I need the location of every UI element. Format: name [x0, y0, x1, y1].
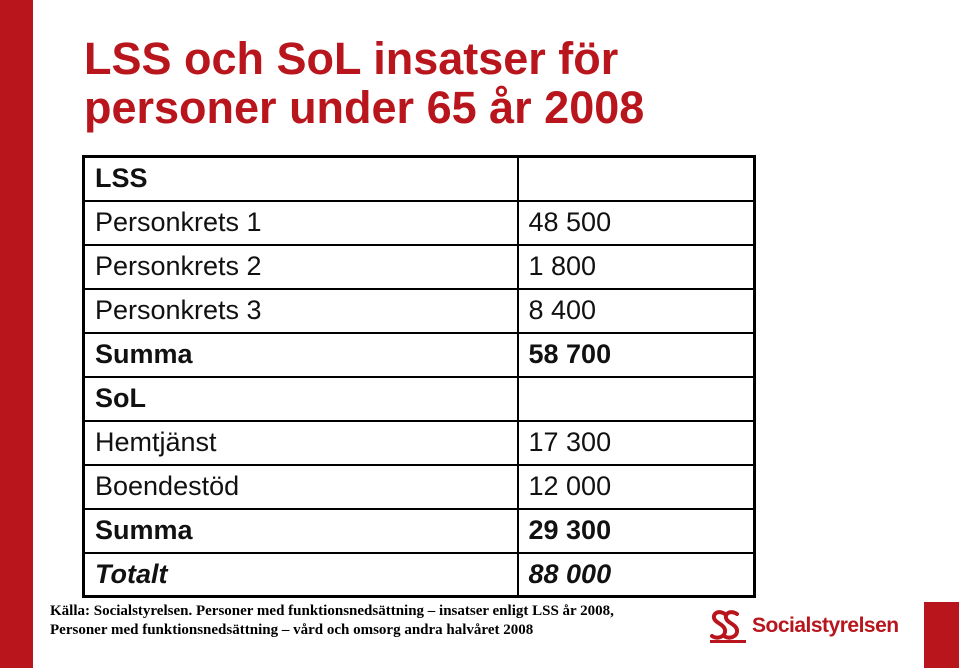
table-cell-label: Boendestöd	[83, 463, 519, 509]
table-row: Personkrets 1 48 500	[83, 199, 755, 245]
section-header-lss: LSS	[83, 156, 519, 201]
title-line-2: personer under 65 år 2008	[84, 82, 645, 133]
section-header-sol: SoL	[83, 375, 519, 421]
table-cell-label: Hemtjänst	[83, 419, 519, 465]
table-cell-label: Personkrets 2	[83, 243, 519, 289]
logo-text: Socialstyrelsen	[752, 614, 899, 637]
source-note: Källa: Socialstyrelsen. Personer med fun…	[50, 602, 710, 640]
table-cell-value: 48 500	[517, 199, 755, 245]
table-row: Summa 58 700	[83, 331, 755, 377]
socialstyrelsen-logo-icon	[710, 610, 746, 643]
table-row: Totalt 88 000	[83, 551, 755, 597]
table-cell-value: 1 800	[517, 243, 755, 289]
table-cell-label: Personkrets 3	[83, 287, 519, 333]
subtotal-value-sol: 29 300	[517, 507, 755, 553]
table-cell-value	[517, 375, 755, 421]
total-value: 88 000	[517, 551, 755, 597]
table-cell-value: 12 000	[517, 463, 755, 509]
left-accent-bar	[0, 0, 33, 668]
socialstyrelsen-logo: Socialstyrelsen	[708, 606, 908, 646]
total-label: Totalt	[83, 551, 519, 597]
page-title: LSS och SoL insatser för personer under …	[84, 34, 904, 132]
table-cell-label: Personkrets 1	[83, 199, 519, 245]
title-line-1: LSS och SoL insatser för	[84, 33, 619, 84]
source-line-2: Personer med funktionsnedsättning – vård…	[50, 622, 534, 638]
table-row: Personkrets 2 1 800	[83, 243, 755, 289]
statistics-table: LSS Personkrets 1 48 500 Personkrets 2 1…	[82, 155, 756, 598]
table-cell-value	[518, 157, 755, 201]
subtotal-value-lss: 58 700	[517, 331, 755, 377]
table-row: Hemtjänst 17 300	[83, 419, 755, 465]
table-row: Summa 29 300	[83, 507, 755, 553]
source-line-1: Källa: Socialstyrelsen. Personer med fun…	[50, 603, 614, 619]
subtotal-label-lss: Summa	[83, 331, 519, 377]
table-row: SoL	[83, 375, 755, 421]
table-row: Personkrets 3 8 400	[83, 287, 755, 333]
right-accent-bar	[924, 602, 959, 668]
subtotal-label-sol: Summa	[83, 507, 519, 553]
table-cell-value: 8 400	[517, 287, 755, 333]
table-cell-value: 17 300	[517, 419, 755, 465]
table-row: Boendestöd 12 000	[83, 463, 755, 509]
table-row: LSS	[83, 156, 755, 201]
